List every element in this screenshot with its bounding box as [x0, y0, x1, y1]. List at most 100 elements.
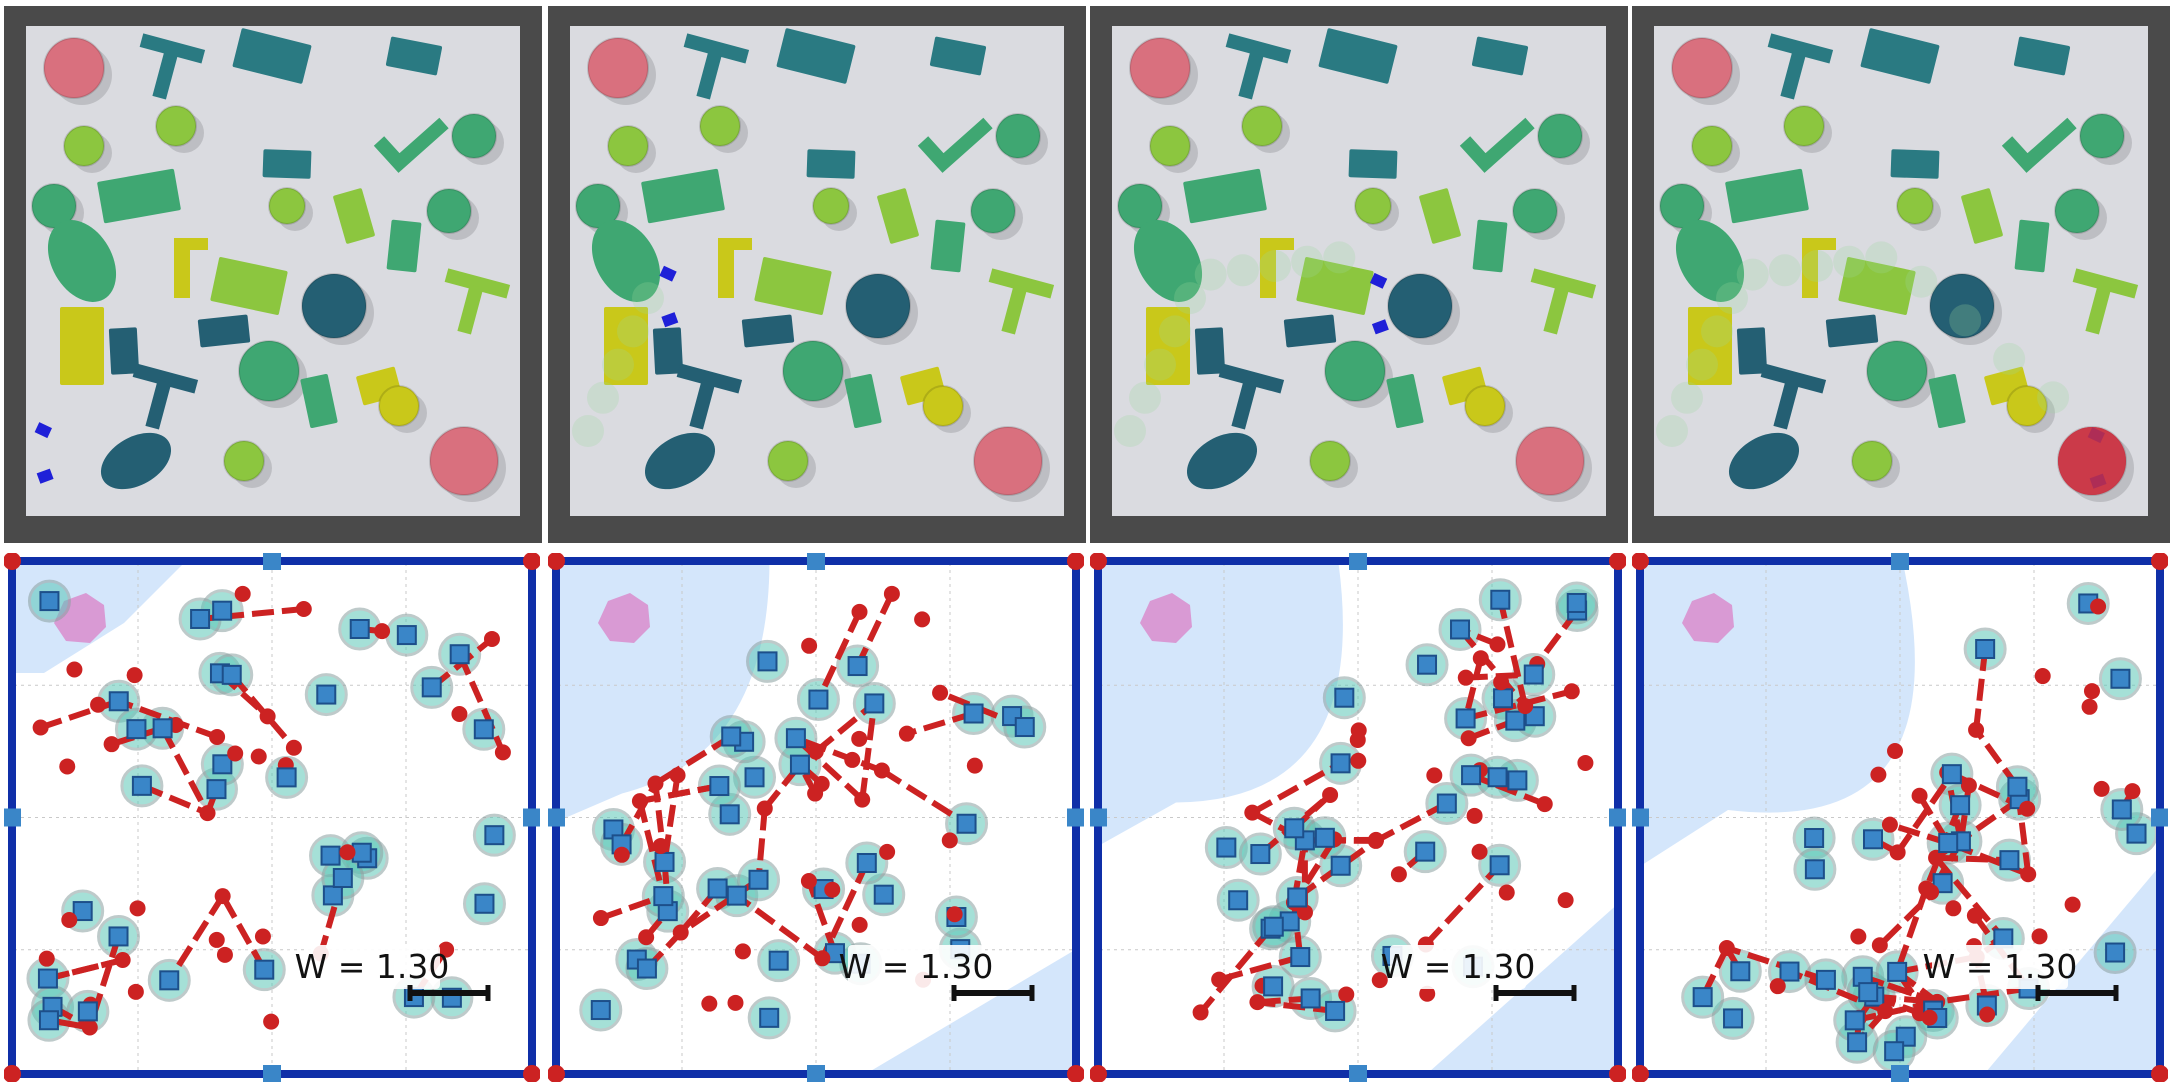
object-node: [254, 959, 275, 980]
boundary-node: [263, 553, 281, 570]
contact-node: [1960, 777, 1977, 794]
contact-node: [2019, 800, 2036, 817]
contact-node: [32, 719, 49, 736]
contact-node: [873, 762, 890, 779]
object-node: [847, 656, 868, 677]
robot-trail: [1656, 415, 1688, 447]
contact-node: [263, 1013, 280, 1030]
graph-layer: [1090, 553, 1626, 1082]
contact-node: [914, 611, 931, 628]
scene-object: [197, 314, 251, 348]
scene-object: [845, 273, 911, 339]
scene-object: [1961, 188, 2003, 244]
scene-object: [2006, 385, 2048, 427]
scene-object: [696, 49, 723, 100]
scene-object: [1736, 327, 1768, 375]
robot-trail: [1323, 241, 1356, 274]
scene-object: [1543, 284, 1570, 335]
scene-object: [155, 105, 197, 147]
graph-edge: [1464, 688, 1573, 722]
contact-node: [613, 846, 630, 863]
scene-object: [2054, 188, 2100, 234]
robot-trail: [1226, 254, 1259, 287]
object-node: [108, 926, 129, 947]
corner-node: [1609, 553, 1626, 570]
scene-object: [2079, 113, 2125, 159]
scene-object: [232, 28, 312, 84]
scene-object: [60, 307, 104, 385]
object-node: [709, 776, 730, 797]
corner-node: [1067, 1065, 1084, 1082]
contact-node: [1889, 844, 1906, 861]
scene-object: [47, 220, 117, 302]
graph-edge: [735, 893, 825, 961]
scene-object: [1728, 432, 1800, 490]
contact-node: [1244, 804, 1261, 821]
contact-node: [2090, 598, 2107, 615]
object-node: [1284, 818, 1305, 839]
contact-node: [1371, 972, 1388, 989]
graph-edge: [47, 957, 124, 982]
object-node: [1566, 592, 1587, 613]
scale-label: W = 1.30: [295, 947, 450, 986]
contact-node: [295, 600, 312, 617]
scene-object: [1260, 238, 1294, 250]
object-node: [1779, 961, 1800, 982]
object-node: [590, 1000, 611, 1021]
scene-object: [262, 149, 312, 179]
object-node: [653, 886, 674, 907]
object-node: [636, 958, 657, 979]
contact-node: [1945, 900, 1962, 917]
scene-object: [917, 117, 993, 173]
scene-object: [1241, 105, 1283, 147]
object-node: [856, 852, 877, 873]
scene-object: [1186, 432, 1258, 490]
free-space-region: [869, 950, 1074, 1072]
robot-trail: [1686, 348, 1718, 381]
contact-node: [1887, 743, 1904, 760]
scene-object: [1773, 379, 1800, 430]
scene-object: [776, 28, 856, 84]
scale-label: W = 1.30: [839, 947, 994, 986]
object-node: [757, 651, 778, 672]
graph-edge: [140, 783, 209, 816]
boundary-node: [1891, 553, 1909, 570]
object-node: [963, 703, 984, 724]
contact-node: [941, 832, 958, 849]
scene-object: [930, 219, 966, 273]
scene-object: [174, 238, 208, 250]
contact-node: [483, 630, 500, 647]
scene-object: [1001, 284, 1028, 335]
contact-node: [208, 931, 225, 948]
boundary-node: [807, 553, 825, 570]
contact-node: [883, 585, 900, 602]
corner-node: [523, 553, 540, 570]
contact-node: [2124, 783, 2141, 800]
contact-node: [1966, 907, 1983, 924]
scene-object: [1260, 238, 1276, 298]
contact-node: [1419, 985, 1436, 1002]
scene-object: [1512, 188, 1558, 234]
corner-node: [4, 1065, 21, 1082]
graph-edge: [1462, 657, 1484, 720]
graph-edge: [815, 610, 863, 701]
object-node: [108, 691, 129, 712]
contact-node: [800, 872, 817, 889]
contact-node: [1249, 994, 1266, 1011]
scene-object: [1309, 440, 1351, 482]
object-node: [474, 893, 495, 914]
contact-node: [103, 736, 120, 753]
contact-node: [1911, 787, 1928, 804]
contact-node: [66, 661, 83, 678]
object-node: [1730, 961, 1751, 982]
robot-trail: [1291, 245, 1324, 278]
object-node: [276, 767, 297, 788]
scene-object: [1471, 36, 1529, 76]
object-node: [759, 1007, 780, 1028]
object-node: [726, 885, 747, 906]
contact-node: [126, 667, 143, 684]
graph-edge: [199, 606, 305, 622]
contact-node: [227, 745, 244, 762]
contact-node: [652, 837, 669, 854]
scene-object: [1218, 363, 1285, 394]
